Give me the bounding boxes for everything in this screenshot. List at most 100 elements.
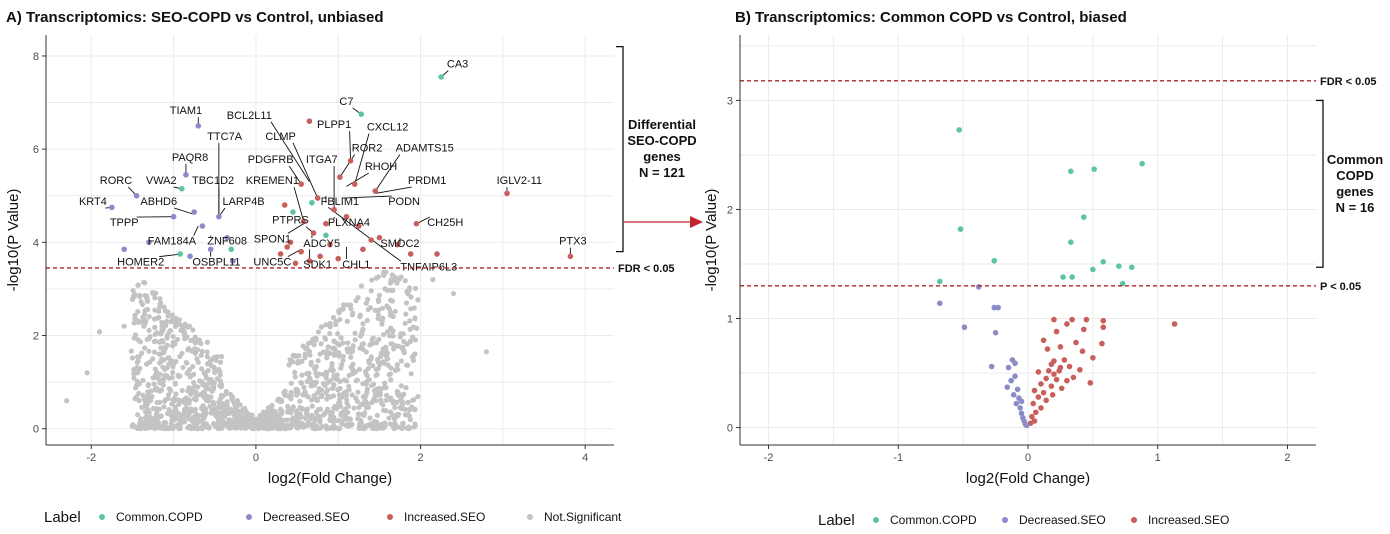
point-not-significant (405, 424, 412, 430)
gene-label: PRDM1 (408, 175, 447, 187)
point-not-significant (299, 372, 305, 378)
point-not-significant (151, 381, 157, 387)
point-not-significant (323, 322, 329, 328)
point-not-significant (131, 375, 137, 381)
point-increased-seo (1051, 371, 1057, 377)
point-not-significant (364, 378, 370, 385)
point-not-significant (208, 394, 214, 400)
point-increased-seo (1077, 366, 1083, 373)
point-not-significant (251, 425, 257, 432)
point-not-significant (223, 391, 229, 397)
point-not-significant (232, 402, 238, 408)
point-decreased-seo (1018, 410, 1025, 417)
point-not-significant (152, 331, 158, 338)
gene-label: LARP4B (222, 196, 264, 208)
point-not-significant (166, 355, 172, 361)
legend-panel-a: Label Common.COPD Decreased.SEO Increased.S… (44, 509, 622, 526)
point-decreased-seo (1023, 422, 1030, 429)
point-not-significant (157, 301, 163, 307)
point-not-significant (408, 371, 414, 377)
point-not-significant (260, 421, 267, 427)
point-not-significant (368, 288, 374, 294)
gene-label-leader (354, 133, 370, 185)
point-not-significant (361, 412, 367, 418)
point-not-significant (358, 401, 364, 408)
gene-label: SDK1 (303, 259, 332, 271)
point-not-significant (164, 335, 170, 341)
panel-a-annotation-text: N = 121 (639, 165, 685, 180)
point-increased-seo (1064, 321, 1070, 327)
x-tick-label: 4 (582, 452, 588, 464)
point-not-significant (276, 396, 282, 402)
point-increased-seo (1099, 340, 1105, 347)
point-decreased-seo (1013, 400, 1020, 407)
point-not-significant (211, 364, 217, 370)
point-not-significant (384, 350, 391, 356)
point-common-copd (1080, 214, 1087, 220)
point-increased-seo (1100, 317, 1107, 324)
point-not-significant (278, 421, 285, 428)
point-increased-seo (434, 251, 440, 257)
point-not-significant (159, 328, 165, 335)
point-not-significant (405, 399, 411, 405)
point-not-significant (483, 349, 490, 355)
point-increased-seo (1029, 413, 1035, 420)
point-not-significant (159, 319, 165, 325)
gene-label-leader (328, 207, 402, 262)
point-common-copd (177, 251, 183, 257)
point-increased-seo (1087, 380, 1094, 386)
point-not-significant (219, 416, 225, 422)
point-increased-seo (1069, 316, 1075, 323)
point-increased-seo (281, 202, 288, 208)
point-not-significant (340, 357, 346, 364)
point-not-significant (402, 278, 408, 284)
gene-label: TBC1D2 (192, 175, 234, 187)
point-not-significant (408, 294, 414, 300)
gene-label: FAM184A (148, 236, 197, 248)
point-not-significant (363, 371, 369, 377)
point-not-significant (357, 314, 363, 320)
point-not-significant (351, 405, 357, 411)
point-not-significant (292, 369, 298, 376)
point-not-significant (327, 350, 333, 356)
point-not-significant (135, 282, 141, 289)
point-not-significant (153, 412, 159, 418)
point-not-significant (360, 321, 366, 327)
gene-label: IGLV2-11 (497, 175, 542, 187)
point-not-significant (292, 352, 298, 359)
point-not-significant (152, 338, 158, 344)
point-not-significant (340, 353, 347, 360)
point-not-significant (374, 412, 380, 419)
point-not-significant (132, 332, 139, 338)
point-not-significant (142, 307, 148, 314)
point-not-significant (313, 379, 319, 385)
point-not-significant (170, 424, 176, 430)
point-increased-seo (1035, 369, 1042, 375)
point-not-significant (240, 415, 247, 421)
point-not-significant (304, 406, 310, 412)
point-not-significant (331, 382, 337, 388)
x-tick-label: 2 (1284, 452, 1290, 464)
point-common-copd (991, 257, 998, 264)
point-not-significant (331, 352, 338, 358)
point-common-copd (309, 199, 315, 206)
point-not-significant (204, 349, 210, 355)
legend-label: Decreased.SEO (263, 510, 350, 524)
gene-label-leader (287, 223, 304, 234)
point-not-significant (370, 363, 376, 369)
point-not-significant (320, 349, 326, 355)
point-not-significant (304, 371, 310, 377)
point-increased-seo (310, 230, 317, 236)
point-not-significant (206, 424, 212, 430)
point-increased-seo (1083, 316, 1090, 323)
point-increased-seo (1080, 326, 1087, 333)
point-not-significant (382, 380, 388, 386)
point-not-significant (414, 325, 420, 331)
gene-label-leader (342, 195, 392, 199)
point-not-significant (199, 379, 205, 385)
point-not-significant (146, 348, 152, 354)
point-common-copd (1116, 263, 1122, 269)
point-not-significant (384, 287, 390, 293)
point-not-significant (198, 405, 205, 411)
point-decreased-seo (121, 246, 128, 253)
